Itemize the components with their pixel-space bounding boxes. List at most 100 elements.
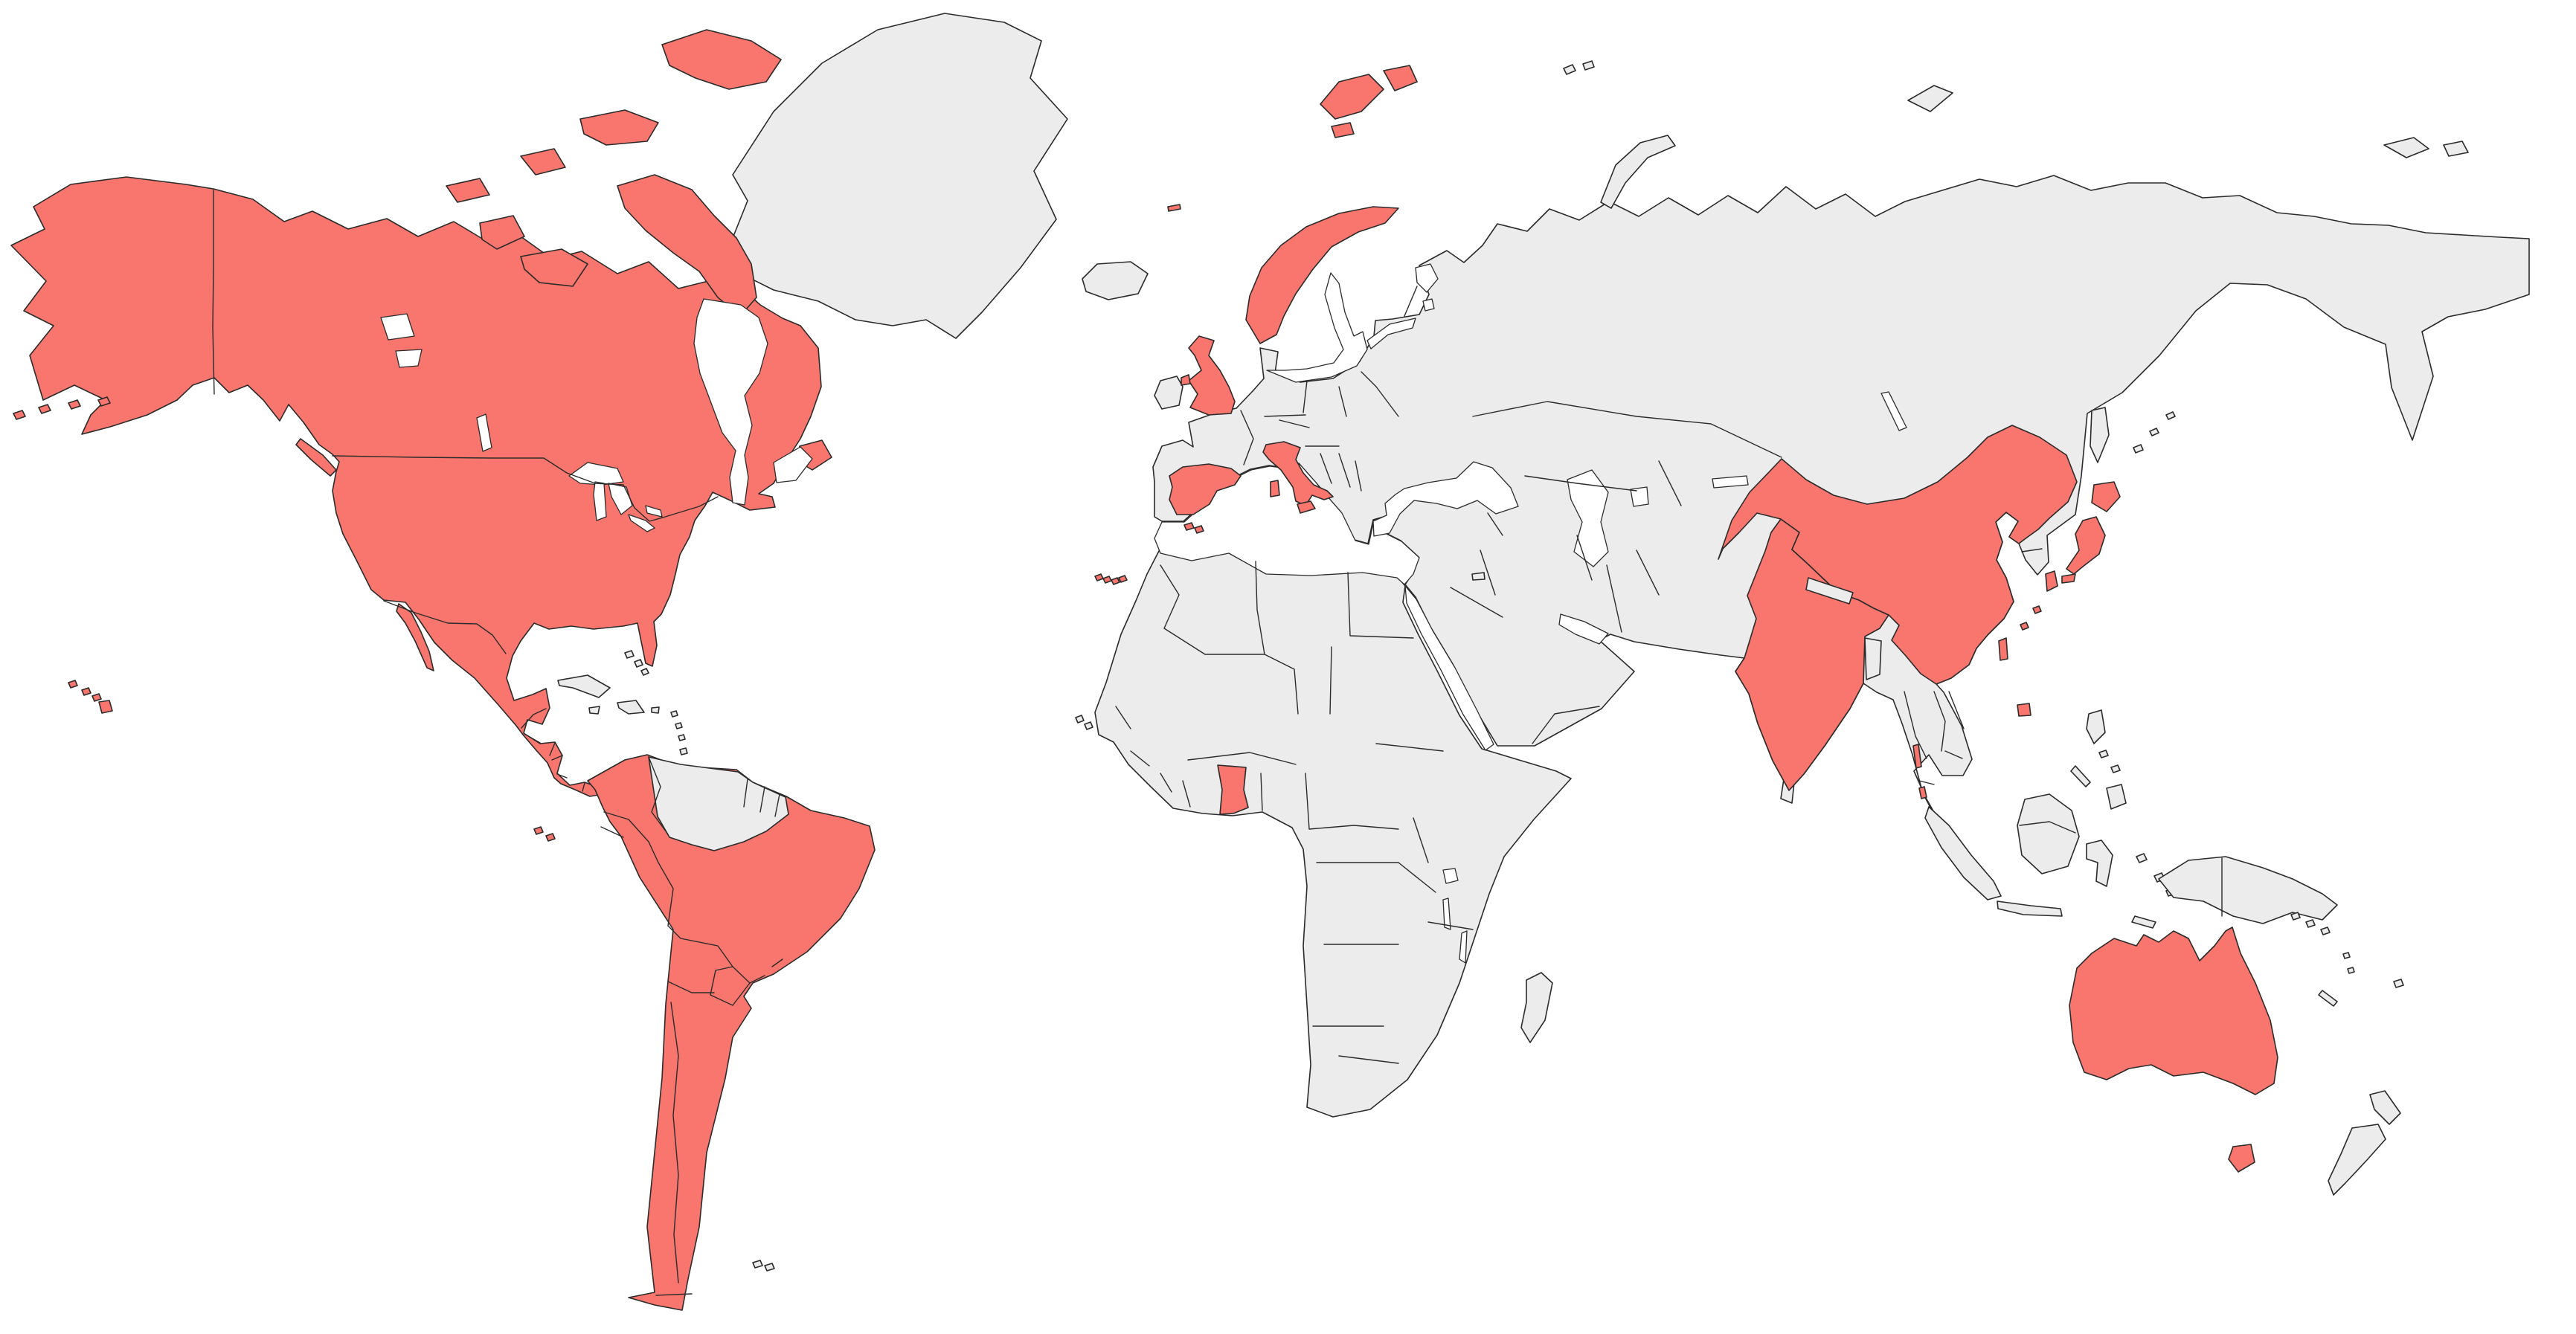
borders-africa bbox=[1115, 561, 1474, 1064]
island-hainan bbox=[2017, 703, 2031, 717]
island-puerto-rico bbox=[651, 706, 660, 714]
water-bodies-east bbox=[1154, 263, 1907, 964]
borders-south-america bbox=[600, 756, 783, 1296]
lake-ladoga bbox=[1422, 298, 1435, 312]
island-sicily bbox=[1297, 500, 1316, 514]
sea-white-sea bbox=[1415, 263, 1439, 293]
island-mindanao bbox=[2106, 784, 2127, 810]
country-japan-kyushu bbox=[2045, 570, 2058, 592]
islands-solomon bbox=[2290, 912, 2331, 935]
lake-baikal bbox=[1880, 391, 1907, 431]
country-borders bbox=[212, 190, 2223, 1296]
island-cyprus bbox=[1471, 572, 1485, 581]
lake-winnipeg bbox=[476, 413, 492, 452]
highlighted-countries bbox=[10, 29, 2278, 1311]
island-sakhalin bbox=[2090, 407, 2110, 463]
islands-severnaya-zemlya bbox=[1907, 85, 1953, 112]
island-jamaica bbox=[588, 706, 600, 715]
country-taiwan bbox=[1998, 637, 2008, 661]
islands-canadian-arctic-parry bbox=[446, 148, 566, 203]
island-sulawesi bbox=[2086, 840, 2113, 887]
islands-balearic bbox=[1183, 522, 1204, 534]
gray-overlays bbox=[648, 577, 1882, 851]
islands-falkland bbox=[752, 1260, 775, 1272]
islands-new-siberian bbox=[2383, 137, 2469, 158]
borders-north-america bbox=[212, 190, 719, 792]
sea-persian-gulf bbox=[1558, 613, 1609, 645]
lake-tanganyika bbox=[1442, 898, 1451, 930]
country-japan-hokkaido bbox=[2091, 481, 2121, 512]
sea-caspian bbox=[1567, 469, 1609, 567]
lake-great-bear bbox=[380, 313, 415, 341]
sea-gulf-st-lawrence bbox=[773, 446, 813, 483]
country-italy bbox=[1262, 441, 1334, 506]
islands-bahamas bbox=[624, 650, 649, 676]
country-iceland bbox=[1082, 261, 1149, 300]
region-south-america bbox=[587, 754, 876, 1311]
lake-michigan bbox=[593, 481, 607, 521]
islands-galapagos bbox=[533, 826, 556, 842]
islands-aleutian bbox=[13, 396, 111, 420]
sea-black-aegean bbox=[1372, 461, 1519, 537]
water-bodies-west bbox=[380, 298, 813, 532]
country-ireland bbox=[1154, 376, 1183, 410]
lake-balkhash bbox=[1712, 475, 1749, 489]
islands-canadian-arctic-ellesmere bbox=[661, 29, 782, 90]
lake-great-slave bbox=[395, 349, 423, 368]
island-timor bbox=[2131, 915, 2156, 929]
islands-canadian-arctic-victoria bbox=[520, 248, 588, 287]
islands-franz-josef bbox=[1563, 60, 1595, 75]
lake-victoria bbox=[1442, 868, 1459, 884]
country-japan-honshu bbox=[2066, 516, 2106, 575]
island-hispaniola bbox=[617, 700, 645, 715]
country-new-zealand-north bbox=[2369, 1090, 2401, 1125]
country-bangladesh bbox=[1864, 637, 1882, 680]
country-japan-shikoku bbox=[2061, 573, 2076, 584]
country-madagascar bbox=[1520, 972, 1553, 1043]
islands-lesser-antilles bbox=[670, 710, 688, 755]
island-luzon bbox=[2086, 709, 2106, 744]
island-jan-mayen bbox=[1167, 204, 1181, 212]
island-borneo bbox=[2017, 793, 2080, 874]
country-united-kingdom bbox=[1188, 335, 1236, 416]
lake-ontario bbox=[645, 505, 663, 518]
islands-andaman-nicobar bbox=[1912, 744, 1927, 799]
sea-hudson-bay bbox=[693, 298, 768, 506]
lake-erie bbox=[628, 514, 655, 532]
country-norway bbox=[1245, 206, 1399, 344]
island-vancouver bbox=[295, 438, 337, 477]
country-spain bbox=[1169, 463, 1242, 515]
region-venezuela-guianas bbox=[648, 756, 789, 851]
islands-svalbard bbox=[1320, 65, 1418, 138]
region-north-america bbox=[10, 176, 822, 797]
islands-canadian-arctic-baffin bbox=[617, 174, 757, 317]
lake-malawi bbox=[1459, 930, 1468, 964]
sea-aral bbox=[1630, 486, 1649, 507]
country-nepal bbox=[1805, 577, 1854, 605]
sea-red bbox=[1404, 585, 1494, 751]
borders-asia bbox=[1450, 401, 2076, 834]
islands-fiji bbox=[2393, 979, 2404, 988]
island-tasmania bbox=[2228, 1144, 2255, 1173]
islands-vanuatu bbox=[2342, 952, 2355, 974]
islands-visayas bbox=[2098, 750, 2121, 773]
islands-cape-verde bbox=[1075, 715, 1093, 730]
country-new-zealand-south bbox=[2328, 1124, 2386, 1196]
country-greenland bbox=[725, 13, 1068, 339]
island-sumatra bbox=[1924, 806, 2002, 900]
region-northern-ireland bbox=[1181, 374, 1191, 386]
sea-baltic bbox=[1266, 272, 1368, 383]
islands-canadian-arctic-devon bbox=[579, 109, 659, 146]
islands-ryukyu bbox=[2020, 605, 2042, 631]
region-africa bbox=[1094, 550, 1572, 1118]
sea-gulf-of-finland bbox=[1366, 318, 1416, 349]
borders-europe bbox=[1240, 286, 1418, 492]
islands-kurils bbox=[2133, 411, 2176, 454]
island-sardinia bbox=[1270, 480, 1280, 497]
country-cuba bbox=[557, 674, 611, 698]
island-java bbox=[1997, 900, 2063, 917]
islands-canary bbox=[1094, 573, 1128, 585]
country-papua-new-guinea bbox=[2158, 856, 2338, 924]
